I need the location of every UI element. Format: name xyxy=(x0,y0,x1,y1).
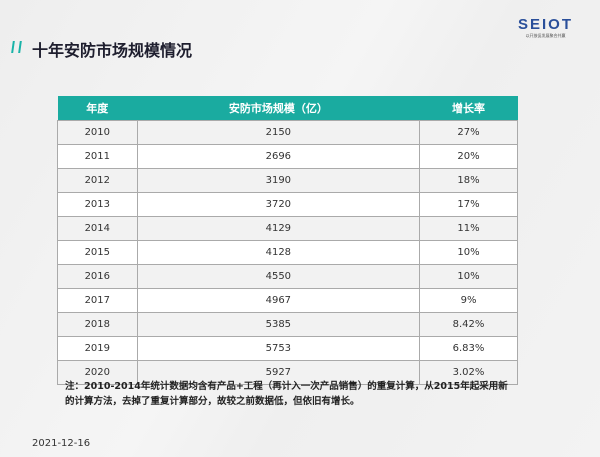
table-row: 2016 4550 10% xyxy=(57,264,518,289)
table-cell: 9% xyxy=(419,288,518,313)
title-accent-icon xyxy=(11,41,22,53)
date: 2021-12-16 xyxy=(32,438,91,449)
table-cell: 17% xyxy=(419,192,518,217)
footnote: 注：2010-2014年统计数据均含有产品+工程（再计入一次产品销售）的重复计算… xyxy=(65,381,508,407)
table-row: 2018 5385 8.42% xyxy=(57,312,518,337)
table-cell: 2010 xyxy=(57,120,138,145)
table-cell: 2150 xyxy=(136,120,421,145)
table-row: 2017 4967 9% xyxy=(57,288,518,313)
table-row: 2019 5753 6.83% xyxy=(57,336,518,361)
table-cell: 20% xyxy=(419,144,518,169)
table-row: 2015 4128 10% xyxy=(57,240,518,265)
column-header: 安防市场规模（亿） xyxy=(137,96,420,121)
table-cell: 10% xyxy=(419,264,518,289)
column-header: 年度 xyxy=(57,96,138,121)
table-row: 2013 3720 17% xyxy=(57,192,518,217)
table-cell: 18% xyxy=(419,168,518,193)
table-cell: 2020 xyxy=(57,360,138,385)
table-row: 2012 3190 18% xyxy=(57,168,518,193)
table-cell: 8.42% xyxy=(419,312,518,337)
table-cell: 2012 xyxy=(57,168,138,193)
table-cell: 4550 xyxy=(136,264,421,289)
table-cell: 11% xyxy=(419,216,518,241)
table-cell: 3190 xyxy=(136,168,421,193)
table-row: 2010 2150 27% xyxy=(57,120,518,145)
table-row: 2020 5927 3.02% xyxy=(57,360,518,385)
table-cell: 3720 xyxy=(136,192,421,217)
table-cell: 2017 xyxy=(57,288,138,313)
table-cell: 2696 xyxy=(136,144,421,169)
table-cell: 3.02% xyxy=(419,360,518,385)
table-cell: 5927 xyxy=(136,360,421,385)
table-cell: 2016 xyxy=(57,264,138,289)
table-row: 2011 2696 20% xyxy=(57,144,518,169)
table-cell: 27% xyxy=(419,120,518,145)
table-cell: 10% xyxy=(419,240,518,265)
table-cell: 5385 xyxy=(136,312,421,337)
column-header: 增长率 xyxy=(419,96,518,121)
table-cell: 4129 xyxy=(136,216,421,241)
table-cell: 4967 xyxy=(136,288,421,313)
table-cell: 5753 xyxy=(136,336,421,361)
table-cell: 2015 xyxy=(57,240,138,265)
table-cell: 2018 xyxy=(57,312,138,337)
page-title: 十年安防市场规模情况 xyxy=(32,41,193,60)
market-size-table: 年度 安防市场规模（亿） 增长率 2010 2150 27% 2011 2696 20% 201… xyxy=(57,96,518,385)
table-cell: 2011 xyxy=(57,144,138,169)
table-cell: 2013 xyxy=(57,192,138,217)
table-cell: 6.83% xyxy=(419,336,518,361)
table-cell: 2019 xyxy=(57,336,138,361)
table-cell: 4128 xyxy=(136,240,421,265)
table-row: 2014 4129 11% xyxy=(57,216,518,241)
table-cell: 2014 xyxy=(57,216,138,241)
seiot-logo: SEIOT 以开放促发展聚合共赢 xyxy=(518,16,574,38)
